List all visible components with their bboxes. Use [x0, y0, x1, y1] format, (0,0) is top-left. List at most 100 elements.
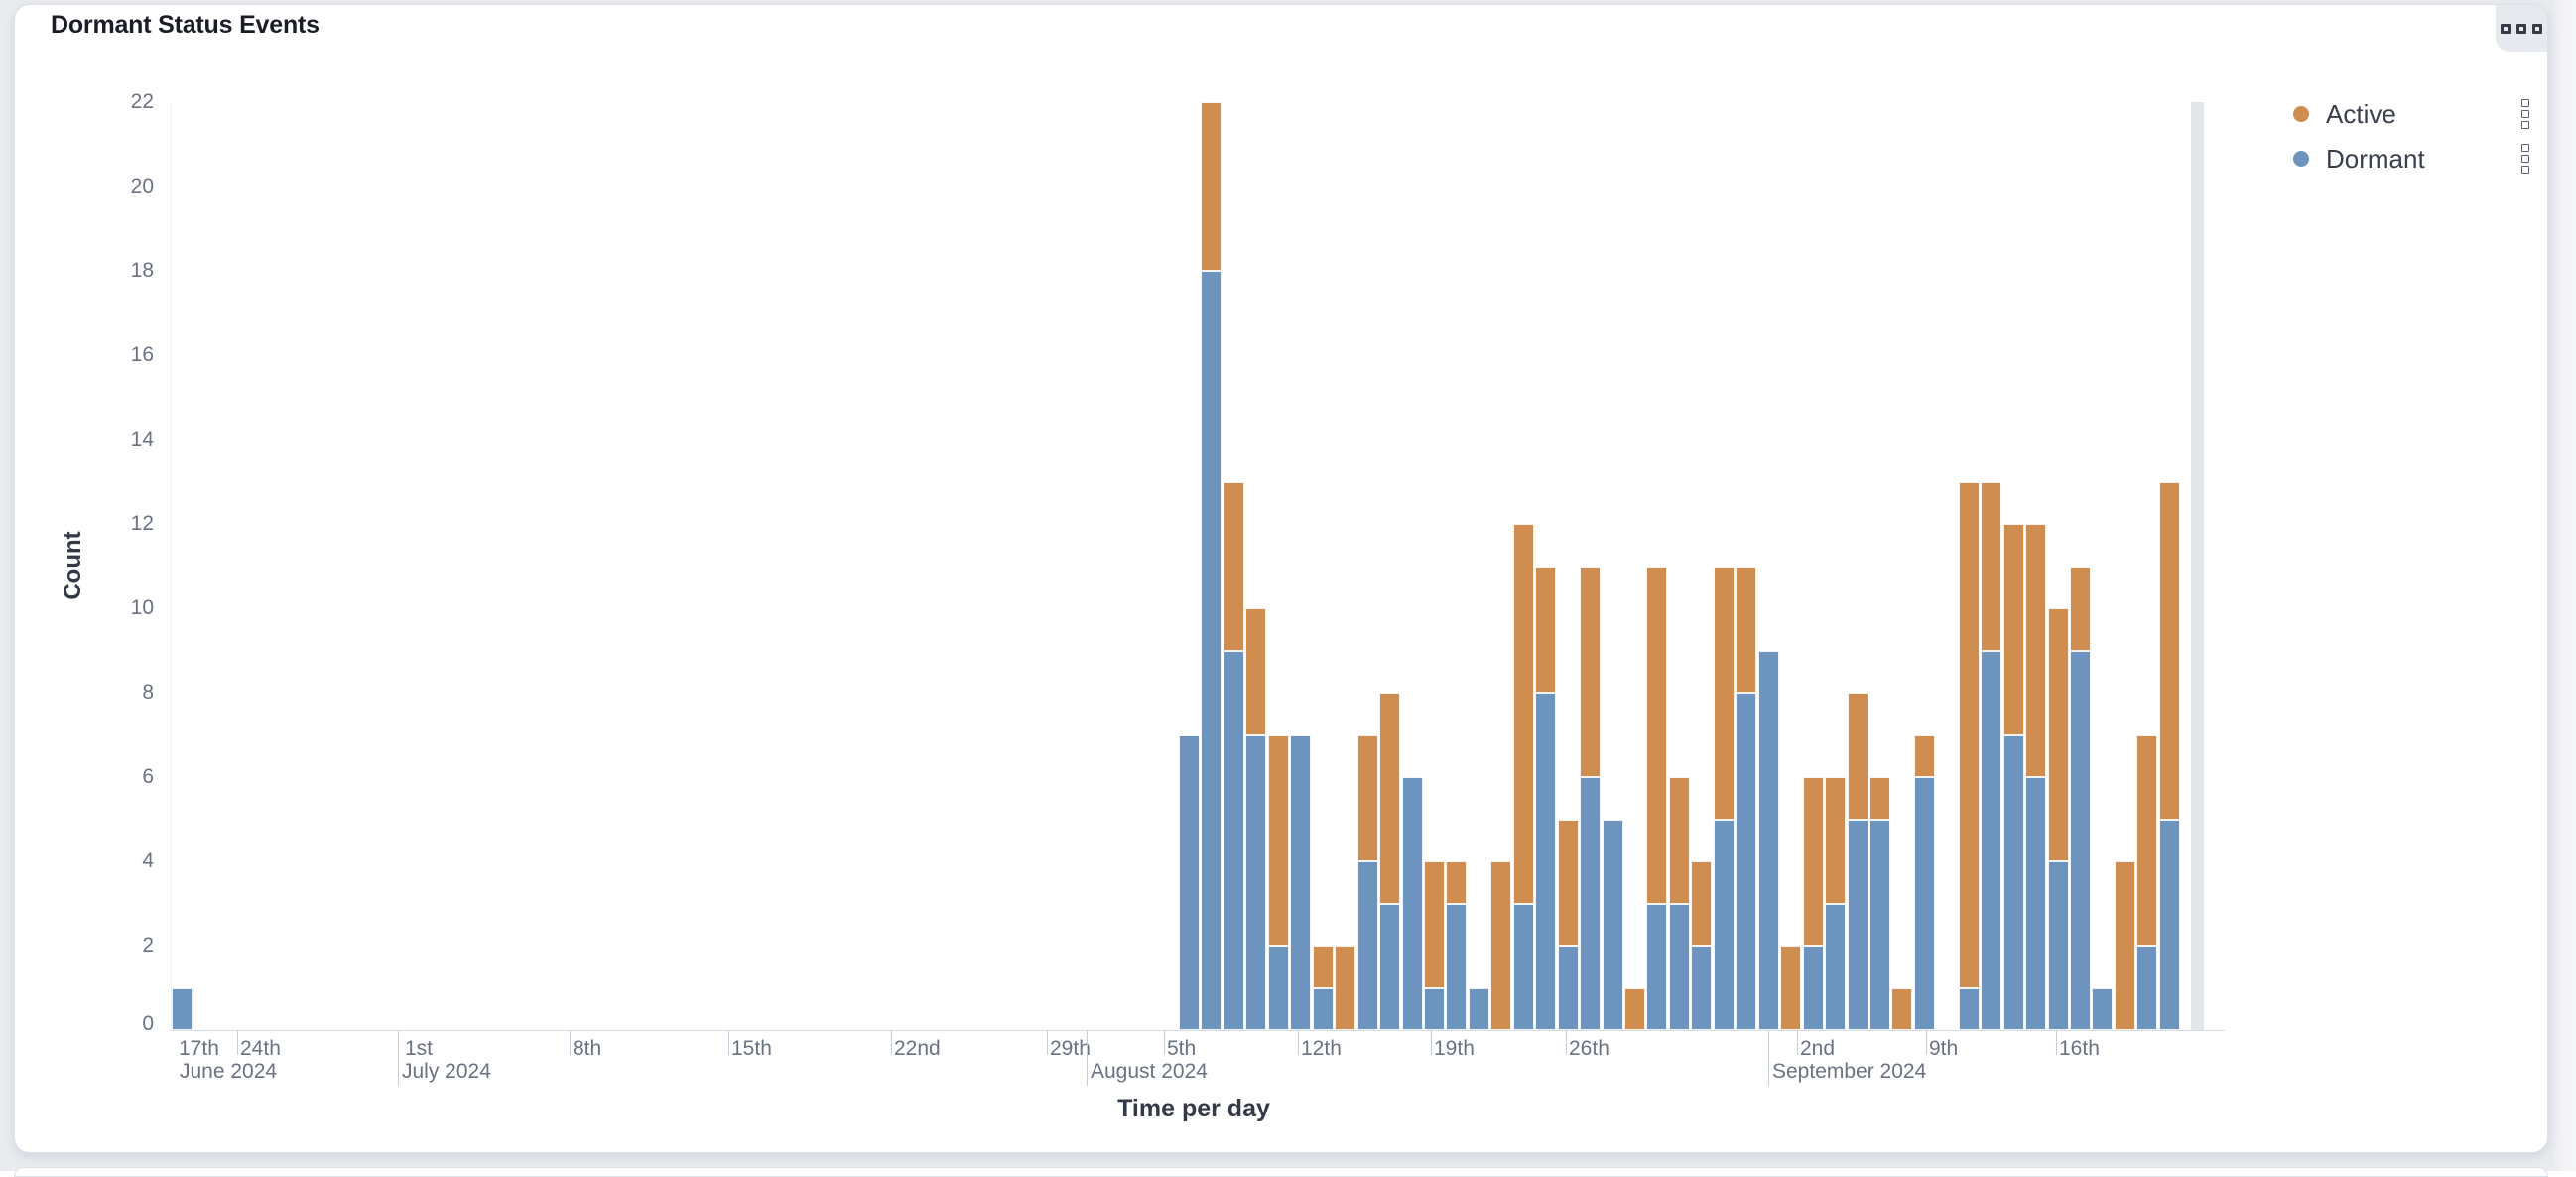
bar-day[interactable] [1758, 650, 1779, 1030]
dormant-segment[interactable] [1535, 693, 1556, 1030]
dormant-segment[interactable] [1669, 903, 1690, 1030]
active-segment[interactable] [1914, 734, 1935, 777]
active-segment[interactable] [2048, 608, 2069, 861]
active-segment[interactable] [1646, 566, 1667, 904]
legend-actions-button[interactable] [2521, 144, 2529, 174]
active-segment[interactable] [1357, 734, 1378, 861]
active-segment[interactable] [1669, 777, 1690, 904]
active-segment[interactable] [1825, 777, 1846, 904]
active-segment[interactable] [1848, 693, 1868, 820]
legend-item-active[interactable]: Active [2293, 96, 2541, 132]
active-segment[interactable] [1558, 819, 1579, 946]
dormant-segment[interactable] [1245, 734, 1266, 1030]
legend-item-dormant[interactable]: Dormant [2293, 141, 2541, 177]
bar-day[interactable] [1803, 777, 1824, 1030]
bar-day[interactable] [1313, 946, 1334, 1030]
dormant-segment[interactable] [1357, 861, 1378, 1030]
dormant-segment[interactable] [2048, 861, 2069, 1030]
active-segment[interactable] [1513, 524, 1534, 904]
active-segment[interactable] [2025, 524, 2046, 777]
dormant-segment[interactable] [1224, 650, 1244, 1030]
active-segment[interactable] [1981, 481, 2001, 651]
bar-day[interactable] [1914, 734, 1935, 1030]
bar-day[interactable] [1245, 608, 1266, 1030]
dormant-segment[interactable] [2070, 650, 2091, 1030]
dormant-segment[interactable] [1179, 734, 1200, 1030]
dormant-segment[interactable] [1558, 946, 1579, 1030]
bar-day[interactable] [2159, 481, 2180, 1030]
dormant-segment[interactable] [1646, 903, 1667, 1030]
dormant-segment[interactable] [1803, 946, 1824, 1030]
bar-day[interactable] [1535, 566, 1556, 1030]
active-segment[interactable] [1245, 608, 1266, 735]
active-segment[interactable] [1691, 861, 1712, 946]
active-segment[interactable] [1379, 693, 1400, 904]
dormant-segment[interactable] [1201, 271, 1222, 1030]
bar-day[interactable] [1446, 861, 1467, 1030]
bar-day[interactable] [1224, 481, 1244, 1030]
dormant-segment[interactable] [1981, 650, 2001, 1030]
bar-day[interactable] [1201, 102, 1222, 1030]
bar-day[interactable] [2025, 524, 2046, 1030]
dormant-segment[interactable] [172, 987, 193, 1030]
active-segment[interactable] [1535, 566, 1556, 693]
active-segment[interactable] [2159, 481, 2180, 820]
dormant-segment[interactable] [1446, 903, 1467, 1030]
active-segment[interactable] [1780, 946, 1801, 1030]
active-segment[interactable] [2003, 524, 2024, 735]
bar-day[interactable] [1959, 481, 1980, 1030]
active-segment[interactable] [1201, 102, 1222, 271]
bar-day[interactable] [1357, 734, 1378, 1030]
dormant-segment[interactable] [2025, 777, 2046, 1030]
bar-day[interactable] [1513, 524, 1534, 1030]
active-segment[interactable] [2136, 734, 2157, 946]
active-segment[interactable] [1869, 777, 1890, 820]
dormant-segment[interactable] [1424, 987, 1445, 1030]
panel-options-button[interactable] [2496, 5, 2547, 52]
bar-day[interactable] [1825, 777, 1846, 1030]
active-segment[interactable] [1490, 861, 1511, 1030]
bar-day[interactable] [1981, 481, 2001, 1030]
dormant-segment[interactable] [1513, 903, 1534, 1030]
page-scrollbar[interactable] [2550, 0, 2576, 1171]
dormant-segment[interactable] [2136, 946, 2157, 1030]
dormant-segment[interactable] [1603, 819, 1623, 1030]
dormant-segment[interactable] [1379, 903, 1400, 1030]
bar-day[interactable] [2070, 566, 2091, 1030]
active-segment[interactable] [1224, 481, 1244, 651]
bar-day[interactable] [1490, 861, 1511, 1030]
bar-day[interactable] [1848, 693, 1868, 1030]
active-segment[interactable] [1268, 734, 1289, 946]
bar-day[interactable] [1646, 566, 1667, 1030]
bar-day[interactable] [2092, 987, 2113, 1030]
bar-day[interactable] [1669, 777, 1690, 1030]
bar-day[interactable] [2115, 861, 2135, 1030]
dormant-segment[interactable] [1758, 650, 1779, 1030]
bar-day[interactable] [1469, 987, 1489, 1030]
bar-day[interactable] [2048, 608, 2069, 1030]
bar-day[interactable] [1379, 693, 1400, 1030]
bar-day[interactable] [1290, 734, 1311, 1030]
active-segment[interactable] [2070, 566, 2091, 651]
bar-day[interactable] [1402, 777, 1423, 1030]
dormant-segment[interactable] [2092, 987, 2113, 1030]
dormant-segment[interactable] [1869, 819, 1890, 1030]
active-segment[interactable] [2115, 861, 2135, 1030]
active-segment[interactable] [1335, 946, 1355, 1030]
bar-day[interactable] [1558, 819, 1579, 1030]
bar-day[interactable] [1603, 819, 1623, 1030]
dormant-segment[interactable] [1959, 987, 1980, 1030]
dormant-segment[interactable] [2159, 819, 2180, 1030]
bar-day[interactable] [2136, 734, 2157, 1030]
dormant-segment[interactable] [1848, 819, 1868, 1030]
active-segment[interactable] [1891, 987, 1912, 1030]
active-segment[interactable] [1580, 566, 1601, 777]
dormant-segment[interactable] [1469, 987, 1489, 1030]
bar-day[interactable] [1424, 861, 1445, 1030]
dormant-segment[interactable] [1402, 777, 1423, 1030]
dormant-segment[interactable] [1825, 903, 1846, 1030]
bar-day[interactable] [1691, 861, 1712, 1030]
active-segment[interactable] [1446, 861, 1467, 904]
bar-day[interactable] [1869, 777, 1890, 1030]
bar-day[interactable] [1714, 566, 1735, 1030]
